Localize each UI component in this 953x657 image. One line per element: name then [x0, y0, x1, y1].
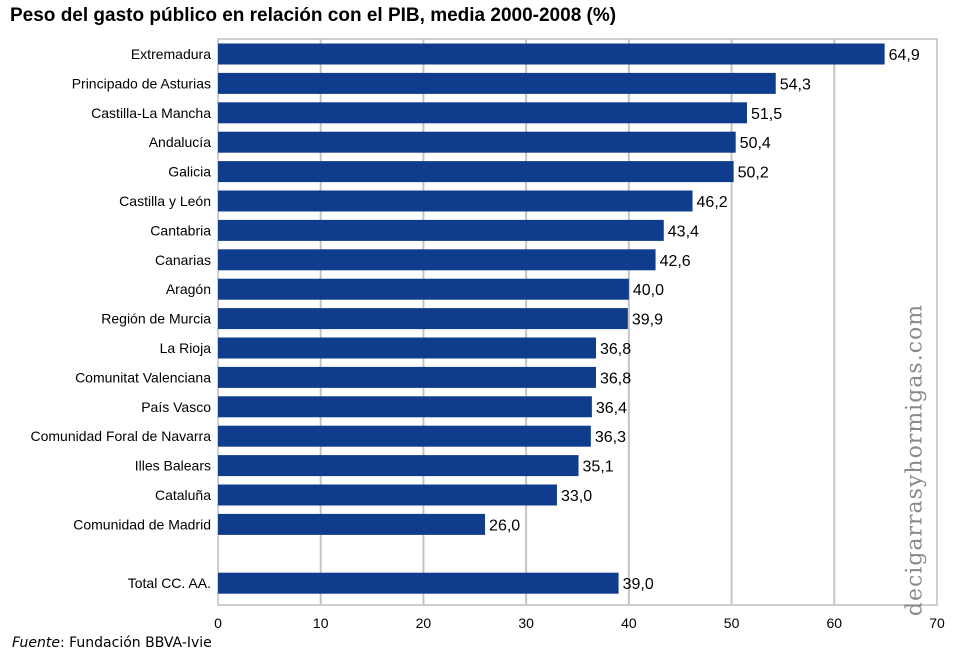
data-label: 50,4 [740, 135, 771, 152]
category-label: Comunitat Valenciana [75, 369, 211, 385]
x-tick-label: 60 [826, 615, 842, 631]
data-label: 54,3 [780, 76, 811, 93]
bar [218, 161, 734, 183]
bar [218, 366, 596, 388]
data-label: 39,0 [623, 576, 654, 593]
category-label: Región de Murcia [101, 311, 211, 327]
data-label: 50,2 [738, 165, 769, 182]
data-label: 40,0 [633, 282, 664, 299]
chart-title: Peso del gasto público en relación con e… [10, 5, 617, 26]
bar [218, 190, 693, 212]
category-label: Canarias [155, 252, 211, 268]
data-label: 33,0 [561, 488, 592, 505]
x-tick-label: 10 [313, 615, 329, 631]
data-label: 43,4 [668, 223, 699, 240]
data-label: 64,9 [889, 47, 920, 64]
category-label: Castilla-La Mancha [91, 105, 211, 121]
bar [218, 455, 579, 477]
data-label: 36,8 [600, 341, 631, 358]
x-tick-label: 0 [214, 615, 222, 631]
category-label: Cantabria [150, 222, 211, 238]
bar [218, 131, 736, 153]
category-label: Illes Balears [135, 458, 211, 474]
data-label: 51,5 [751, 106, 782, 123]
bar [218, 572, 619, 594]
category-label: Castilla y León [119, 193, 211, 209]
x-tick-label: 50 [724, 615, 740, 631]
bar [218, 513, 486, 535]
bar [218, 278, 629, 300]
source-note: Fuente: Fundación BBVA-Ivie [12, 635, 212, 651]
watermark: decigarrasyhormigas.com [902, 303, 928, 617]
data-label: 36,4 [596, 400, 627, 417]
data-label: 39,9 [632, 312, 663, 329]
source-label: Fuente [12, 635, 60, 651]
category-label: Total CC. AA. [128, 575, 211, 591]
x-tick-label: 30 [518, 615, 534, 631]
bar [218, 72, 776, 94]
category-label: País Vasco [141, 399, 211, 415]
x-tick-label: 40 [621, 615, 637, 631]
category-label: Principado de Asturias [72, 75, 211, 91]
data-label: 26,0 [489, 517, 520, 534]
category-label: La Rioja [160, 340, 212, 356]
bar [218, 396, 592, 418]
bar [218, 425, 591, 447]
bar [218, 337, 596, 359]
category-label: Comunidad Foral de Navarra [30, 428, 211, 444]
category-label: Andalucía [149, 134, 211, 150]
data-label: 42,6 [660, 253, 691, 270]
data-label: 36,3 [595, 429, 626, 446]
bar [218, 43, 885, 65]
category-label: Galicia [168, 164, 211, 180]
data-label: 36,8 [600, 370, 631, 387]
category-label: Cataluña [155, 487, 211, 503]
data-label: 35,1 [583, 459, 614, 476]
bar [218, 484, 557, 506]
category-label: Aragón [166, 281, 211, 297]
source-text: : Fundación BBVA-Ivie [59, 635, 212, 651]
category-label: Comunidad de Madrid [73, 516, 211, 532]
x-tick-label: 70 [929, 615, 945, 631]
bar [218, 219, 664, 241]
bar [218, 308, 628, 330]
category-label: Extremadura [131, 46, 211, 62]
data-label: 46,2 [697, 194, 728, 211]
bar [218, 249, 656, 271]
x-tick-label: 20 [416, 615, 432, 631]
bar [218, 102, 747, 124]
